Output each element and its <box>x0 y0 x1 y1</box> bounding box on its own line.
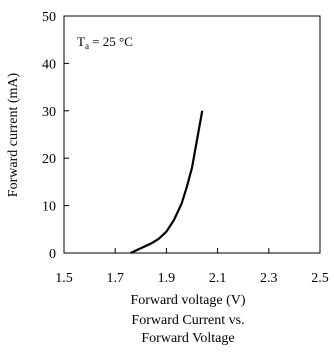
y-axis-label: Forward current (mA) <box>6 72 21 197</box>
chart-title: Forward Current vs. Forward Voltage <box>131 313 244 346</box>
y-tick-label: 50 <box>42 10 56 25</box>
y-axis: 0 10 20 30 40 50 <box>42 10 69 262</box>
x-tick-label: 2.5 <box>311 271 329 286</box>
chart-title-line: Forward Voltage <box>141 331 234 346</box>
annotation-base: T <box>77 34 85 49</box>
x-axis: 1.5 1.7 1.9 2.1 2.3 2.5 <box>55 248 329 286</box>
y-tick-label: 10 <box>42 200 56 215</box>
x-tick-label: 2.1 <box>209 271 227 286</box>
temperature-annotation: Ta = 25 °C <box>77 34 133 51</box>
x-tick-label: 1.9 <box>158 271 176 286</box>
x-tick-label: 1.7 <box>106 271 124 286</box>
y-tick-label: 0 <box>49 247 56 262</box>
annotation-subscript: a <box>85 41 89 51</box>
series-group <box>130 110 204 254</box>
x-tick-label: 2.3 <box>260 271 278 286</box>
y-tick-label: 30 <box>42 105 56 120</box>
annotation-text: = 25 °C <box>89 34 133 49</box>
x-tick-label: 1.5 <box>55 271 73 286</box>
y-tick-label: 40 <box>42 57 56 72</box>
y-tick-label: 20 <box>42 152 56 167</box>
chart-title-line: Forward Current vs. <box>131 313 244 328</box>
x-axis-label: Forward voltage (V) <box>130 293 245 308</box>
series-line-0 <box>130 110 204 254</box>
plot-frame <box>63 15 321 254</box>
